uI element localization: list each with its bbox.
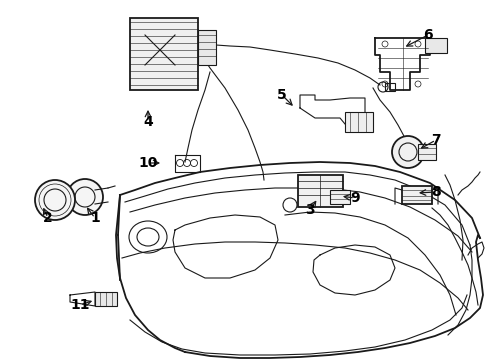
FancyBboxPatch shape	[198, 30, 216, 65]
Circle shape	[35, 180, 75, 220]
FancyBboxPatch shape	[417, 144, 435, 160]
FancyBboxPatch shape	[329, 190, 349, 204]
Text: 11: 11	[70, 298, 90, 312]
Text: 1: 1	[90, 211, 100, 225]
Text: 8: 8	[430, 185, 440, 199]
FancyBboxPatch shape	[95, 292, 117, 306]
Text: 4: 4	[143, 115, 153, 129]
FancyBboxPatch shape	[424, 38, 446, 53]
Circle shape	[67, 179, 103, 215]
FancyBboxPatch shape	[401, 186, 431, 204]
Text: 5: 5	[277, 88, 286, 102]
Text: 6: 6	[422, 28, 432, 42]
FancyBboxPatch shape	[297, 175, 342, 207]
FancyBboxPatch shape	[345, 112, 372, 132]
Text: 2: 2	[43, 211, 53, 225]
FancyBboxPatch shape	[130, 18, 198, 90]
Circle shape	[391, 136, 423, 168]
Text: 10: 10	[138, 156, 157, 170]
Text: 3: 3	[305, 203, 314, 217]
Text: 7: 7	[430, 133, 440, 147]
Text: 9: 9	[349, 191, 359, 205]
